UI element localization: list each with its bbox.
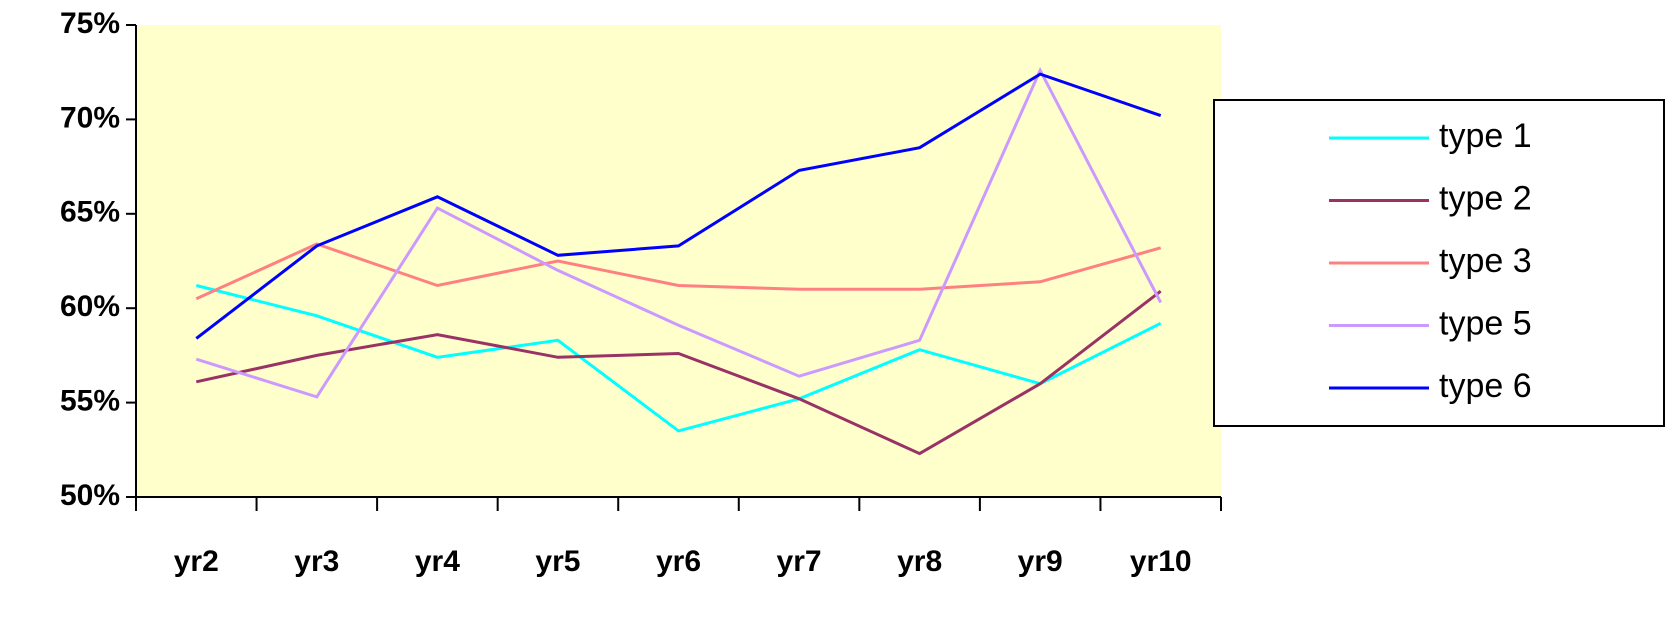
x-tick-label: yr5	[535, 545, 580, 578]
y-tick-label: 70%	[60, 101, 120, 134]
x-tick-label: yr6	[656, 545, 701, 578]
y-tick-label: 75%	[60, 7, 120, 40]
series-line	[195, 72, 1162, 340]
legend-label: type 5	[1439, 304, 1532, 342]
legend-label: type 6	[1439, 367, 1532, 405]
y-tick-label: 55%	[60, 385, 120, 418]
x-tick-label: yr3	[294, 545, 339, 578]
series-line	[195, 66, 1163, 399]
series-line	[195, 290, 1162, 456]
legend-box	[1213, 99, 1665, 427]
x-tick-label: yr7	[777, 545, 822, 578]
x-tick-label: yr2	[174, 545, 219, 578]
legend-label: type 2	[1439, 179, 1532, 217]
legend-label: type 3	[1439, 242, 1532, 280]
x-tick-label: yr10	[1130, 545, 1192, 578]
y-tick-label: 60%	[60, 290, 120, 323]
series-line	[195, 242, 1162, 301]
y-tick-label: 50%	[60, 479, 120, 512]
x-tick-label: yr9	[1018, 545, 1063, 578]
series-line	[195, 284, 1162, 433]
y-tick-label: 65%	[60, 196, 120, 229]
x-tick-label: yr4	[415, 545, 460, 578]
legend-label: type 1	[1439, 117, 1532, 155]
plot-area	[136, 25, 1221, 497]
x-tick-label: yr8	[897, 545, 942, 578]
